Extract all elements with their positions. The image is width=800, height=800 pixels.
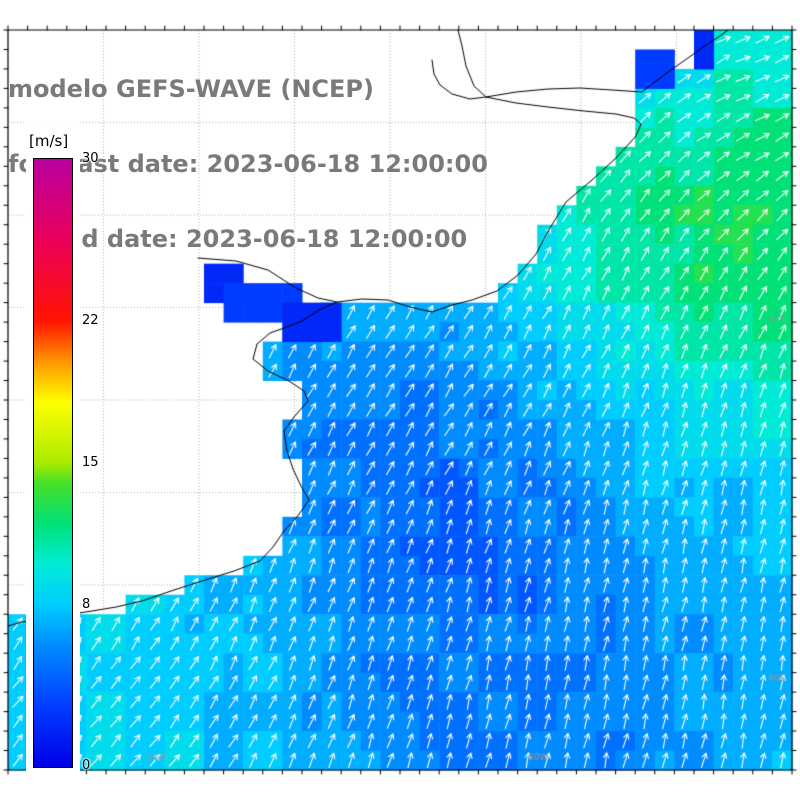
colorbar-tick-8: 8: [82, 597, 91, 612]
colorbar: [m/s]: [26, 122, 80, 784]
colorbar-tick-15: 15: [82, 455, 99, 470]
colorbar-tick-0: 0: [82, 758, 91, 773]
colorbar-tick-30: 30: [82, 151, 99, 166]
colorbar-tick-22: 22: [82, 313, 99, 328]
model-title: modelo GEFS-WAVE (NCEP): [8, 75, 374, 103]
colorbar-unit-label: [m/s]: [29, 132, 69, 150]
colorbar-gradient: [33, 158, 73, 768]
